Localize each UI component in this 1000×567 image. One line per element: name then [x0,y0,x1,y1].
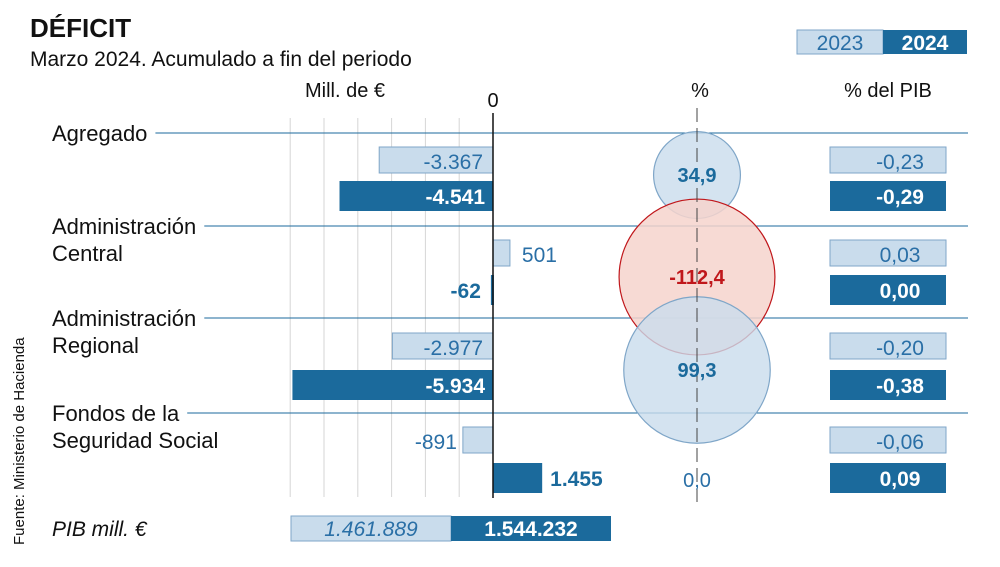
gdp-2023-label: 0,03 [880,244,921,267]
gdp-2024-box [830,463,946,493]
gdp-2024-box [830,181,946,211]
chart-subtitle: Marzo 2024. Acumulado a fin del periodo [30,48,412,71]
value-label-2023: -3.367 [423,151,483,174]
category-label: Administración [52,214,196,239]
gdp-2024-label: -0,29 [876,186,924,209]
pct-value-label: 0,0 [683,470,711,492]
bar-2023 [391,332,494,360]
gdp-row-label: PIB mill. € [52,518,148,541]
value-label-2024: -5.934 [425,375,485,398]
category-label: Fondos de la [52,401,180,426]
category-label: Seguridad Social [52,428,218,453]
amount-axis-label: Mill. de € [305,80,385,102]
bar-2024 [493,463,543,493]
pct-value-label: -112,4 [669,267,725,289]
gdp-2023-box [829,332,947,360]
value-label-2023: 501 [522,244,557,267]
gdp-2023-box [829,146,947,174]
gdp-row-2024-box [451,516,611,541]
pct-value-label: 34,9 [678,165,717,187]
pct-column-label: % [691,80,709,102]
pct-value-label: 99,3 [678,360,717,382]
legend-2023-label: 2023 [817,32,864,55]
gdp-2024-box [830,370,946,400]
gdp-2024-box [830,275,946,305]
bar-2024 [339,181,493,211]
gdp-2023-box [829,426,947,454]
gdp-2023-label: -0,20 [876,337,924,360]
value-label-2024: 1.455 [550,468,603,491]
gdp-2023-label: -0,06 [876,431,924,454]
category-label: Administración [52,306,196,331]
category-label: Central [52,241,123,266]
gdp-2024-label: -0,38 [876,375,924,398]
source-note: Fuente: Ministerio de Hacienda [11,337,28,545]
value-label-2023: -891 [415,431,457,454]
legend-2023-swatch [796,29,884,55]
bar-2023 [462,426,494,454]
gdp-2024-label: 0,00 [880,280,921,303]
bar-2023 [492,239,511,267]
gdp-2023-box [829,239,947,267]
gdp-row-2023-box [290,515,452,542]
gdp-row-2024-value: 1.544.232 [484,518,577,541]
bar-2024 [292,370,493,400]
value-label-2023: -2.977 [423,337,483,360]
gdp-2023-label: -0,23 [876,151,924,174]
value-label-2024: -62 [451,280,481,303]
category-label: Agregado [52,121,147,146]
chart-title: DÉFICIT [30,13,131,43]
gdp-2024-label: 0,09 [880,468,921,491]
value-label-2024: -4.541 [425,186,485,209]
bar-2023 [378,146,494,174]
category-label: Regional [52,333,139,358]
legend-2024-label: 2024 [902,32,949,55]
legend-2024-swatch [883,30,967,54]
gdp-column-label: % del PIB [844,80,932,102]
gdp-row-2023-value: 1.461.889 [324,518,418,541]
zero-tick-label: 0 [487,90,498,112]
